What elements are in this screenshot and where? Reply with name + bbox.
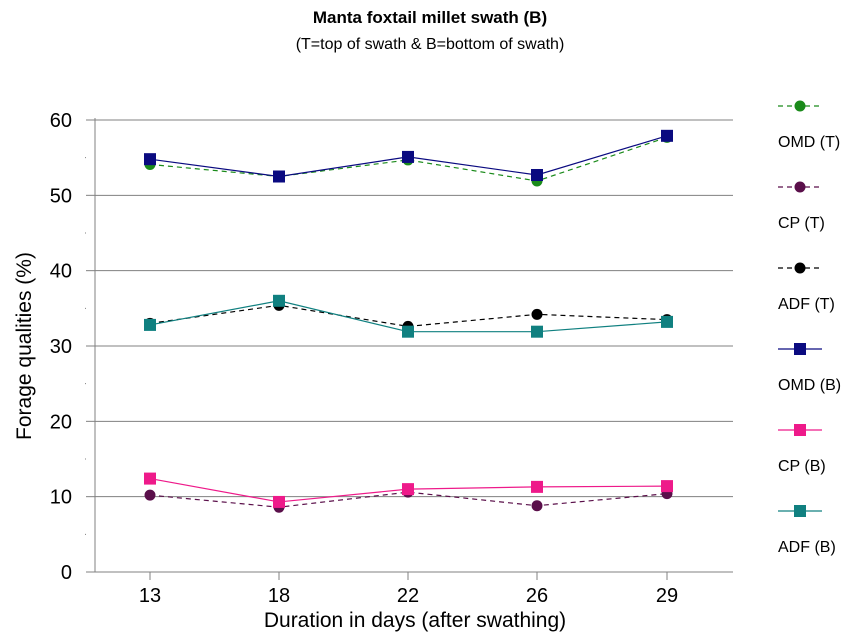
legend: OMD (T) CP (T) ADF (T) OMD (B) CP (B) ADF (B) (778, 100, 841, 556)
data-point-cp-b (402, 483, 414, 496)
series-line-adf-t (149, 304, 668, 328)
legend-label-adf-t: ADF (T) (778, 296, 835, 313)
data-point-cp-b (661, 480, 673, 493)
y-tick-label: 60 (50, 110, 72, 132)
legend-label-adf-b: ADF (B) (778, 539, 836, 556)
data-point-cp-b (273, 495, 285, 508)
series-line-omd-t (149, 136, 668, 182)
data-point-adf-b (273, 294, 285, 307)
data-point-omd-b (661, 129, 673, 142)
data-point-omd-b (144, 153, 156, 166)
legend-marker-cp-t (794, 181, 806, 193)
legend-marker-adf-b (794, 505, 806, 517)
y-axis-title: Forage qualities (%) (13, 252, 36, 440)
y-tick-label: 20 (50, 411, 72, 433)
data-point-omd-b (531, 168, 543, 181)
chart-title: Manta foxtail millet swath (B) (312, 8, 548, 27)
data-point-cp-t (531, 500, 543, 512)
data-point-omd-b (402, 150, 414, 163)
legend-marker-cp-b (794, 424, 806, 436)
x-tick-label: 13 (139, 585, 161, 607)
legend-marker-omd-b (794, 343, 806, 355)
legend-label-omd-t: OMD (T) (778, 134, 840, 151)
data-point-adf-b (661, 315, 673, 328)
x-tick-label: 18 (268, 585, 290, 607)
legend-marker-omd-t (794, 100, 806, 112)
legend-label-cp-b: CP (B) (778, 458, 826, 475)
axes (85, 118, 733, 580)
tick-labels: 0 10 20 30 40 50 60 13 18 22 26 29 (50, 110, 678, 607)
series-lines (144, 129, 673, 513)
x-axis-title: Duration in days (after swathing) (264, 609, 566, 632)
data-point-adf-b (144, 318, 156, 331)
data-point-omd-b (273, 170, 285, 183)
data-point-adf-b (531, 325, 543, 338)
y-tick-label: 30 (50, 336, 72, 358)
legend-marker-adf-t (794, 262, 806, 274)
legend-label-cp-t: CP (T) (778, 215, 825, 232)
data-point-adf-t (531, 308, 543, 320)
legend-label-omd-b: OMD (B) (778, 377, 841, 394)
chart-subtitle: (T=top of swath & B=bottom of swath) (295, 36, 565, 53)
y-tick-label: 0 (61, 562, 72, 584)
data-point-cp-b (531, 480, 543, 493)
x-tick-label: 22 (397, 585, 419, 607)
data-point-adf-b (402, 325, 414, 338)
y-tick-label: 50 (50, 185, 72, 207)
x-tick-label: 26 (526, 585, 548, 607)
data-point-cp-b (144, 472, 156, 485)
data-point-cp-t (144, 489, 156, 501)
y-tick-label: 40 (50, 261, 72, 283)
x-tick-label: 29 (656, 585, 678, 607)
series-line-cp-t (149, 491, 668, 508)
grid-lines (95, 119, 733, 498)
y-tick-label: 10 (50, 487, 72, 509)
